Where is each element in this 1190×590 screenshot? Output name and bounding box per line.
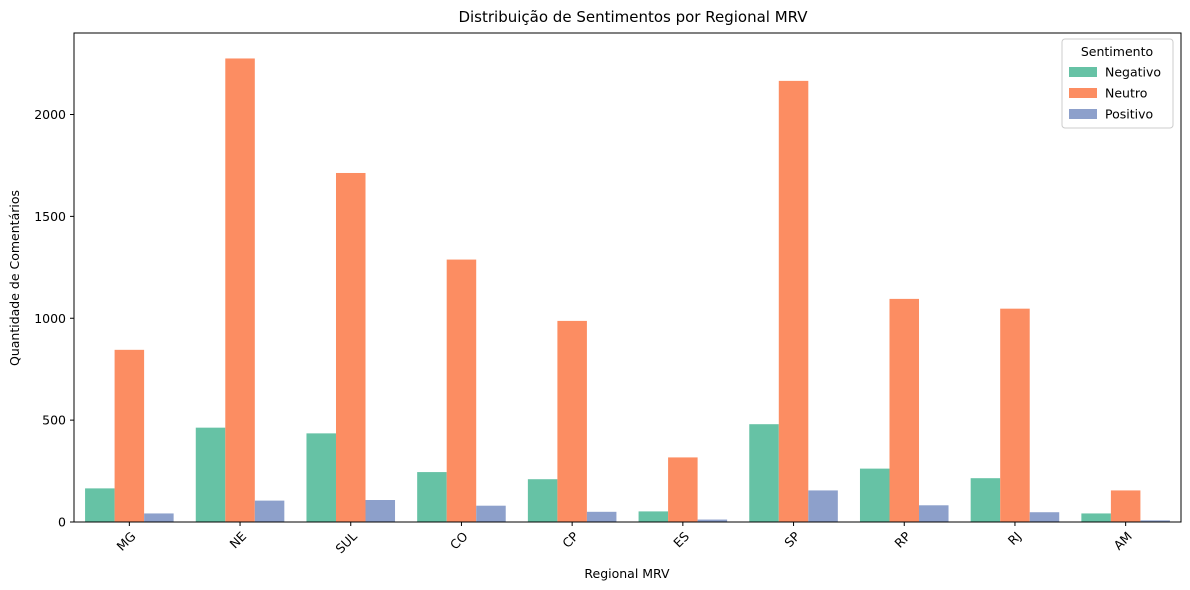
x-tick-label-sul: SUL xyxy=(332,529,360,557)
bar-neutro-am xyxy=(1110,490,1141,522)
chart-title: Distribuição de Sentimentos por Regional… xyxy=(458,8,808,26)
y-tick-label: 500 xyxy=(42,413,66,428)
legend-swatch-negativo xyxy=(1069,67,1097,77)
bar-positivo-rj xyxy=(1029,512,1060,522)
bar-neutro-es xyxy=(668,457,698,522)
legend-swatch-positivo xyxy=(1069,109,1097,119)
bar-negativo-mg xyxy=(85,488,115,522)
y-tick-label: 1500 xyxy=(34,209,66,224)
bar-neutro-sp xyxy=(778,80,809,522)
x-tick-label-am: AM xyxy=(1111,529,1135,553)
bars-group xyxy=(85,58,1170,523)
legend-swatch-neutro xyxy=(1069,88,1097,98)
legend-title: Sentimento xyxy=(1081,44,1153,59)
bar-neutro-cp xyxy=(557,320,587,522)
bar-negativo-ne xyxy=(195,427,226,522)
x-tick-label-es: ES xyxy=(670,529,692,551)
bar-neutro-co xyxy=(446,259,477,522)
bar-negativo-rp xyxy=(859,468,890,522)
bar-positivo-ne xyxy=(254,500,285,522)
bar-neutro-mg xyxy=(114,349,145,522)
bar-negativo-es xyxy=(638,511,669,522)
bar-negativo-sp xyxy=(749,424,779,522)
legend-box xyxy=(1061,38,1174,129)
legend-items: Negativo Neutro Positivo xyxy=(1069,65,1161,122)
bar-positivo-sul xyxy=(365,500,396,522)
plot-frame xyxy=(73,32,1182,523)
bar-neutro-sul xyxy=(335,172,366,523)
bar-negativo-sul xyxy=(306,433,336,522)
bar-positivo-es xyxy=(697,519,728,522)
legend: Sentimento Negativo Neutro Positivo xyxy=(1061,38,1174,129)
x-axis: MG NE SUL CO CP ES SP RP RJ AM xyxy=(113,522,1135,557)
legend-label-positivo: Positivo xyxy=(1105,107,1153,122)
x-tick-label-rp: RP xyxy=(891,528,913,550)
bar-negativo-am xyxy=(1081,513,1111,522)
x-tick-label-mg: MG xyxy=(113,529,138,554)
x-tick-label-rj: RJ xyxy=(1005,529,1024,548)
x-tick-label-ne: NE xyxy=(226,529,249,552)
y-axis: 0 500 1000 1500 2000 xyxy=(34,107,74,530)
x-tick-label-sp: SP xyxy=(781,528,803,550)
legend-label-negativo: Negativo xyxy=(1105,65,1161,80)
bar-negativo-rj xyxy=(970,478,1001,522)
bar-neutro-rp xyxy=(889,298,920,522)
y-axis-label: Quantidade de Comentários xyxy=(7,190,22,366)
y-tick-label: 1000 xyxy=(34,311,66,326)
y-tick-label: 0 xyxy=(58,515,66,530)
bar-negativo-co xyxy=(417,472,447,522)
bar-negativo-cp xyxy=(527,479,558,522)
bar-positivo-cp xyxy=(586,511,617,522)
bar-positivo-am xyxy=(1140,520,1170,522)
x-tick-label-co: CO xyxy=(447,529,471,553)
bar-neutro-ne xyxy=(225,58,255,522)
bar-positivo-co xyxy=(476,505,506,522)
bar-positivo-mg xyxy=(144,513,174,522)
bar-positivo-rp xyxy=(919,505,949,522)
y-tick-label: 2000 xyxy=(34,107,66,122)
bar-positivo-sp xyxy=(808,490,838,522)
bar-neutro-rj xyxy=(1000,308,1030,522)
x-tick-label-cp: CP xyxy=(559,528,581,550)
x-axis-label: Regional MRV xyxy=(584,566,670,581)
legend-label-neutro: Neutro xyxy=(1105,86,1147,101)
